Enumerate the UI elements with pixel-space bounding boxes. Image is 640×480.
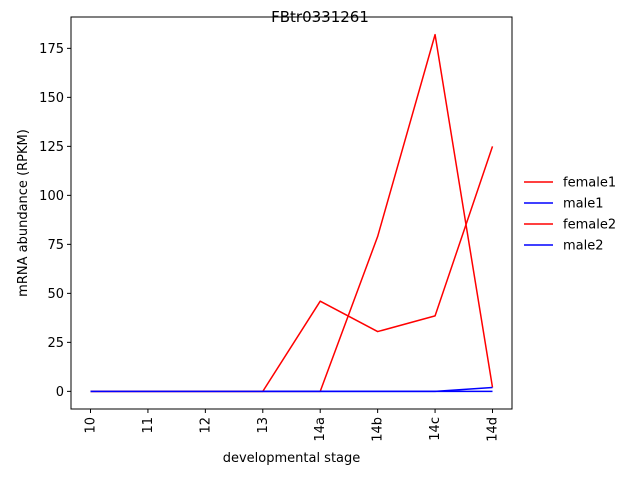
x-tick-label: 14a <box>313 417 328 442</box>
y-tick-label: 175 <box>39 42 64 57</box>
y-tick-label: 25 <box>47 336 64 351</box>
y-tick-label: 50 <box>47 287 64 302</box>
legend-label-male2: male2 <box>563 239 604 254</box>
chart-title: FBtr0331261 <box>271 8 369 26</box>
legend: female1 male1 female2 male2 <box>524 176 616 254</box>
y-tick-label: 75 <box>47 238 64 253</box>
plot-area <box>71 17 512 409</box>
y-tick-label: 100 <box>39 189 64 204</box>
x-tick-label: 14c <box>428 417 443 441</box>
x-tick-label: 14d <box>486 417 501 442</box>
legend-label-male1: male1 <box>563 197 604 212</box>
plot-frame <box>70 16 513 410</box>
y-axis: 0 25 50 75 100 125 150 175 <box>39 42 71 400</box>
legend-label-female2: female2 <box>563 218 616 233</box>
x-tick-label: 11 <box>141 417 156 434</box>
legend-label-female1: female1 <box>563 176 616 191</box>
x-tick-label: 14b <box>371 417 386 442</box>
x-axis-label: developmental stage <box>223 451 361 466</box>
x-axis: 10 11 12 13 14a 14b 14c 14d <box>84 409 501 442</box>
y-tick-label: 0 <box>56 385 64 400</box>
x-tick-label: 13 <box>256 417 271 434</box>
y-axis-label: mRNA abundance (RPKM) <box>16 129 31 297</box>
x-tick-label: 12 <box>198 417 213 434</box>
series-layer <box>90 33 494 393</box>
y-tick-label: 125 <box>39 140 64 155</box>
x-tick-label: 10 <box>84 417 99 434</box>
y-tick-label: 150 <box>39 91 64 106</box>
